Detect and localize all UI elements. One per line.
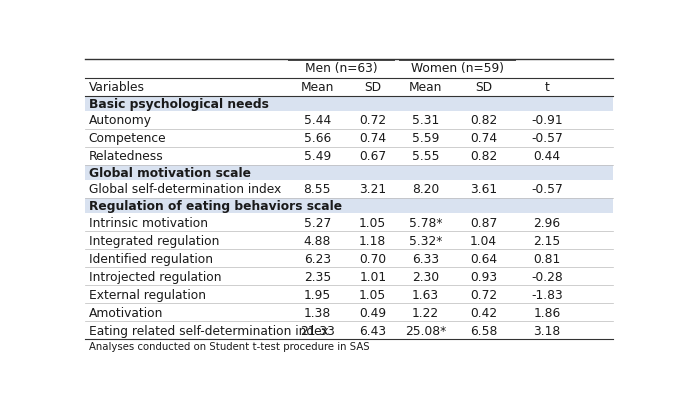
Text: Mean: Mean [300, 81, 334, 94]
Text: 6.23: 6.23 [304, 252, 331, 265]
Text: 8.55: 8.55 [304, 183, 331, 196]
Text: Global motivation scale: Global motivation scale [89, 166, 251, 179]
Text: 8.20: 8.20 [412, 183, 439, 196]
Text: -0.28: -0.28 [531, 270, 563, 283]
Text: SD: SD [364, 81, 381, 94]
Text: 1.04: 1.04 [470, 234, 497, 247]
Text: 5.66: 5.66 [304, 132, 331, 145]
Text: 0.70: 0.70 [359, 252, 386, 265]
Text: Analyses conducted on Student t-test procedure in SAS: Analyses conducted on Student t-test pro… [89, 341, 370, 351]
Text: Men (n=63): Men (n=63) [305, 62, 377, 75]
Text: 1.63: 1.63 [412, 288, 439, 301]
Text: Global self-determination index: Global self-determination index [89, 183, 281, 196]
Text: 3.61: 3.61 [470, 183, 497, 196]
Text: Intrinsic motivation: Intrinsic motivation [89, 216, 208, 229]
Text: External regulation: External regulation [89, 288, 206, 301]
Text: 25.08*: 25.08* [405, 324, 446, 337]
Text: Regulation of eating behaviors scale: Regulation of eating behaviors scale [89, 200, 342, 213]
Text: 5.59: 5.59 [412, 132, 439, 145]
Text: 0.74: 0.74 [359, 132, 386, 145]
Text: Competence: Competence [89, 132, 166, 145]
Text: -0.91: -0.91 [531, 114, 563, 127]
Text: 0.72: 0.72 [470, 288, 497, 301]
Text: 0.74: 0.74 [470, 132, 497, 145]
Text: Introjected regulation: Introjected regulation [89, 270, 221, 283]
Text: 0.67: 0.67 [359, 150, 386, 163]
Text: 1.95: 1.95 [304, 288, 331, 301]
Text: Basic psychological needs: Basic psychological needs [89, 98, 269, 111]
Text: -1.83: -1.83 [531, 288, 563, 301]
Text: 21.33: 21.33 [300, 324, 335, 337]
Text: 5.78*: 5.78* [409, 216, 442, 229]
Text: 3.18: 3.18 [533, 324, 560, 337]
Text: 0.81: 0.81 [533, 252, 560, 265]
Text: 5.27: 5.27 [304, 216, 331, 229]
Text: 0.87: 0.87 [470, 216, 497, 229]
Text: 1.18: 1.18 [359, 234, 386, 247]
Text: 6.43: 6.43 [359, 324, 386, 337]
Text: 1.86: 1.86 [533, 306, 560, 319]
Bar [85, 165, 613, 181]
Text: 1.22: 1.22 [412, 306, 439, 319]
Text: 2.96: 2.96 [533, 216, 560, 229]
Text: Relatedness: Relatedness [89, 150, 163, 163]
Text: 2.15: 2.15 [533, 234, 560, 247]
Bar [85, 198, 613, 214]
Text: 1.05: 1.05 [359, 216, 386, 229]
Text: Eating related self-determination index: Eating related self-determination index [89, 324, 328, 337]
Text: 0.93: 0.93 [470, 270, 497, 283]
Text: 5.32*: 5.32* [409, 234, 442, 247]
Text: Identified regulation: Identified regulation [89, 252, 213, 265]
Text: Amotivation: Amotivation [89, 306, 163, 319]
Text: 1.01: 1.01 [359, 270, 386, 283]
Bar [85, 96, 613, 111]
Text: 6.33: 6.33 [412, 252, 439, 265]
Text: 1.05: 1.05 [359, 288, 386, 301]
Text: Autonomy: Autonomy [89, 114, 152, 127]
Text: t: t [545, 81, 550, 94]
Text: -0.57: -0.57 [531, 183, 563, 196]
Text: Integrated regulation: Integrated regulation [89, 234, 219, 247]
Text: 0.44: 0.44 [533, 150, 560, 163]
Text: 4.88: 4.88 [304, 234, 331, 247]
Text: 0.82: 0.82 [470, 114, 497, 127]
Text: 2.35: 2.35 [304, 270, 331, 283]
Text: 0.64: 0.64 [470, 252, 497, 265]
Text: 1.38: 1.38 [304, 306, 331, 319]
Text: 0.72: 0.72 [359, 114, 386, 127]
Text: 0.82: 0.82 [470, 150, 497, 163]
Text: Mean: Mean [409, 81, 442, 94]
Text: 5.44: 5.44 [304, 114, 331, 127]
Text: 2.30: 2.30 [412, 270, 439, 283]
Text: 0.42: 0.42 [470, 306, 497, 319]
Text: 6.58: 6.58 [470, 324, 497, 337]
Text: Women (n=59): Women (n=59) [411, 62, 504, 75]
Text: 5.55: 5.55 [412, 150, 439, 163]
Text: 5.49: 5.49 [304, 150, 331, 163]
Text: 0.49: 0.49 [359, 306, 386, 319]
Text: -0.57: -0.57 [531, 132, 563, 145]
Text: 3.21: 3.21 [359, 183, 386, 196]
Text: Variables: Variables [89, 81, 145, 94]
Text: 5.31: 5.31 [412, 114, 439, 127]
Text: SD: SD [475, 81, 492, 94]
